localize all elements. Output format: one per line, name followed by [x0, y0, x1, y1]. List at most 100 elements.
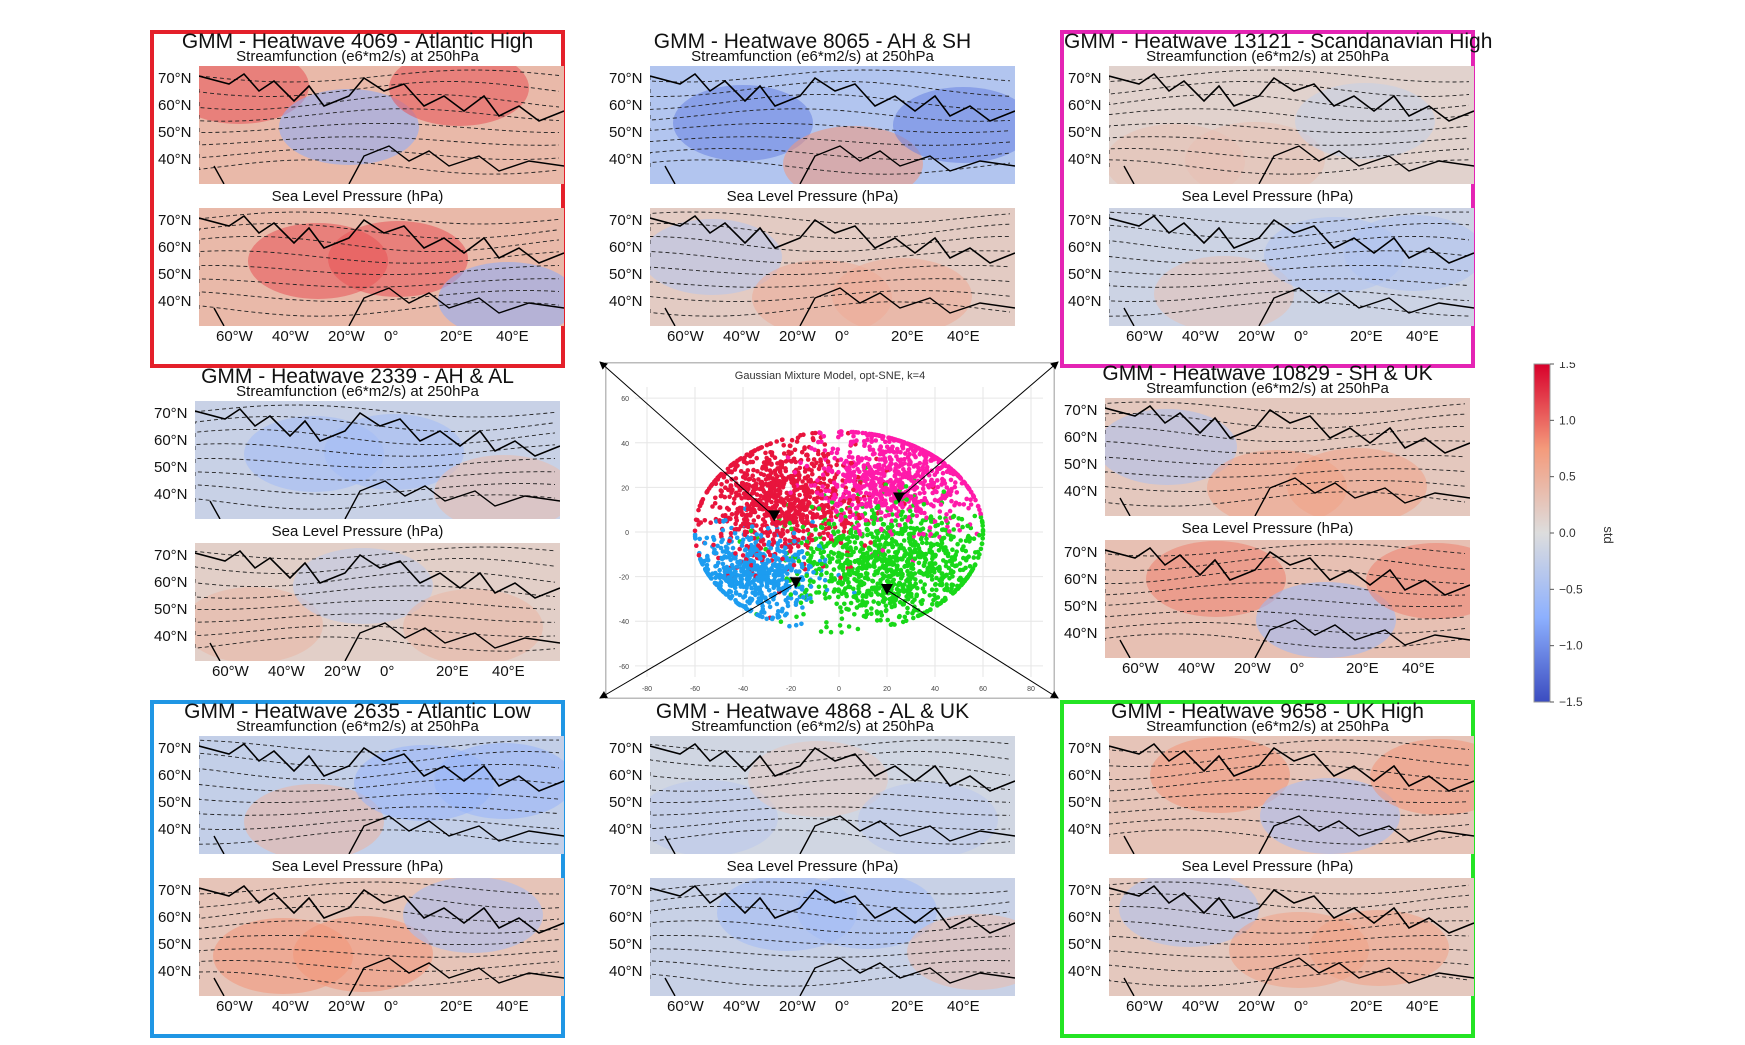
scatter-point [800, 595, 806, 600]
scatter-point [799, 621, 804, 627]
scatter-point [898, 459, 903, 465]
longitude-label: 40°W [1178, 660, 1215, 677]
longitude-label: 20°E [440, 328, 473, 345]
scatter-point [737, 559, 743, 564]
scatter-point [721, 565, 727, 571]
longitude-label: 60°W [667, 998, 704, 1015]
scatter-point [702, 540, 708, 546]
scatter-point [718, 531, 724, 537]
scatter-point [931, 597, 936, 603]
scatter-point [901, 467, 906, 472]
scatter-point [944, 512, 949, 517]
scatter-point [889, 498, 894, 503]
scatter-point [883, 513, 888, 519]
scatter-point [979, 518, 985, 524]
scatter-point [834, 501, 839, 507]
scatter-point [897, 477, 903, 482]
scatter-point [783, 459, 789, 464]
scatter-point [856, 586, 861, 591]
scatter-point [914, 592, 920, 597]
scatter-point [754, 486, 759, 491]
scatter-point [729, 570, 734, 576]
slp-field [650, 878, 1015, 996]
scatter-point [915, 550, 921, 555]
scatter-point [827, 559, 833, 565]
scatter-point [922, 490, 927, 496]
scatter-point [705, 555, 710, 561]
scatter-point [872, 564, 877, 570]
scatter-point [834, 601, 839, 607]
y-tick-label: 60 [621, 396, 629, 403]
scatter-point [826, 553, 831, 559]
scatter-point [913, 448, 918, 453]
latitude-label: 50°N [158, 794, 192, 811]
scatter-point [738, 469, 744, 474]
scatter-point [796, 551, 801, 557]
scatter-point [904, 497, 909, 502]
scatter-point [780, 606, 785, 612]
scatter-point [837, 565, 842, 570]
scatter-point [812, 496, 817, 502]
scatter-point [827, 578, 832, 584]
scatter-point [905, 597, 911, 602]
scatter-point [862, 443, 867, 448]
scatter-point [768, 545, 774, 551]
scatter-point [821, 544, 827, 550]
scatter-point [711, 542, 716, 548]
longitude-label: 40°W [1182, 998, 1219, 1015]
scatter-point [723, 544, 729, 550]
scatter-point [785, 529, 790, 534]
scatter-point [716, 555, 721, 561]
scatter-point [838, 457, 844, 462]
scatter-point [809, 504, 815, 510]
scatter-point [742, 593, 748, 599]
scatter-point [851, 570, 857, 576]
scatter-point [899, 439, 905, 444]
scatter-point [847, 467, 852, 472]
scatter-point [930, 554, 935, 559]
scatter-point [952, 589, 957, 594]
scatter-point [831, 567, 837, 572]
scatter-point [905, 577, 911, 583]
scatter-point [752, 547, 758, 553]
scatter-point [816, 439, 821, 445]
scatter-point [939, 540, 945, 546]
latitude-label: 70°N [1068, 740, 1102, 757]
scatter-point [901, 538, 907, 543]
scatter-point [797, 465, 803, 471]
scatter-point [919, 447, 924, 452]
scatter-point [899, 526, 904, 532]
colorbar-tick-label: −0.5 [1559, 582, 1583, 596]
latitude-label: 50°N [1064, 456, 1098, 473]
scatter-point [826, 465, 831, 471]
scatter-point [944, 518, 949, 523]
scatter-point [872, 539, 878, 544]
scatter-point [825, 459, 831, 464]
scatter-point [865, 550, 870, 556]
scatter-point [808, 595, 813, 601]
streamfunction-map [199, 66, 564, 184]
scatter-point [800, 605, 805, 610]
scatter-point [911, 615, 916, 621]
scatter-point [895, 572, 900, 577]
scatter-point [975, 549, 981, 555]
scatter-point [905, 568, 910, 574]
latitude-label: 40°N [1068, 293, 1102, 310]
scatter-point [900, 504, 905, 510]
scatter-point [796, 558, 802, 564]
scatter-point [763, 504, 768, 510]
scatter-point [796, 537, 801, 543]
scatter-point [869, 431, 874, 437]
scatter-point [777, 491, 783, 496]
scatter-point [859, 501, 865, 507]
scatter-point [916, 560, 922, 566]
scatter-point [742, 547, 748, 553]
scatter-point [729, 477, 734, 482]
latitude-label: 40°N [609, 963, 643, 980]
longitude-label: 0° [384, 328, 399, 345]
latitude-label: 40°N [158, 293, 192, 310]
scatter-point [839, 582, 845, 587]
streamfunction-field [195, 401, 560, 519]
scatter-point [782, 519, 787, 525]
scatter-point [792, 506, 797, 511]
